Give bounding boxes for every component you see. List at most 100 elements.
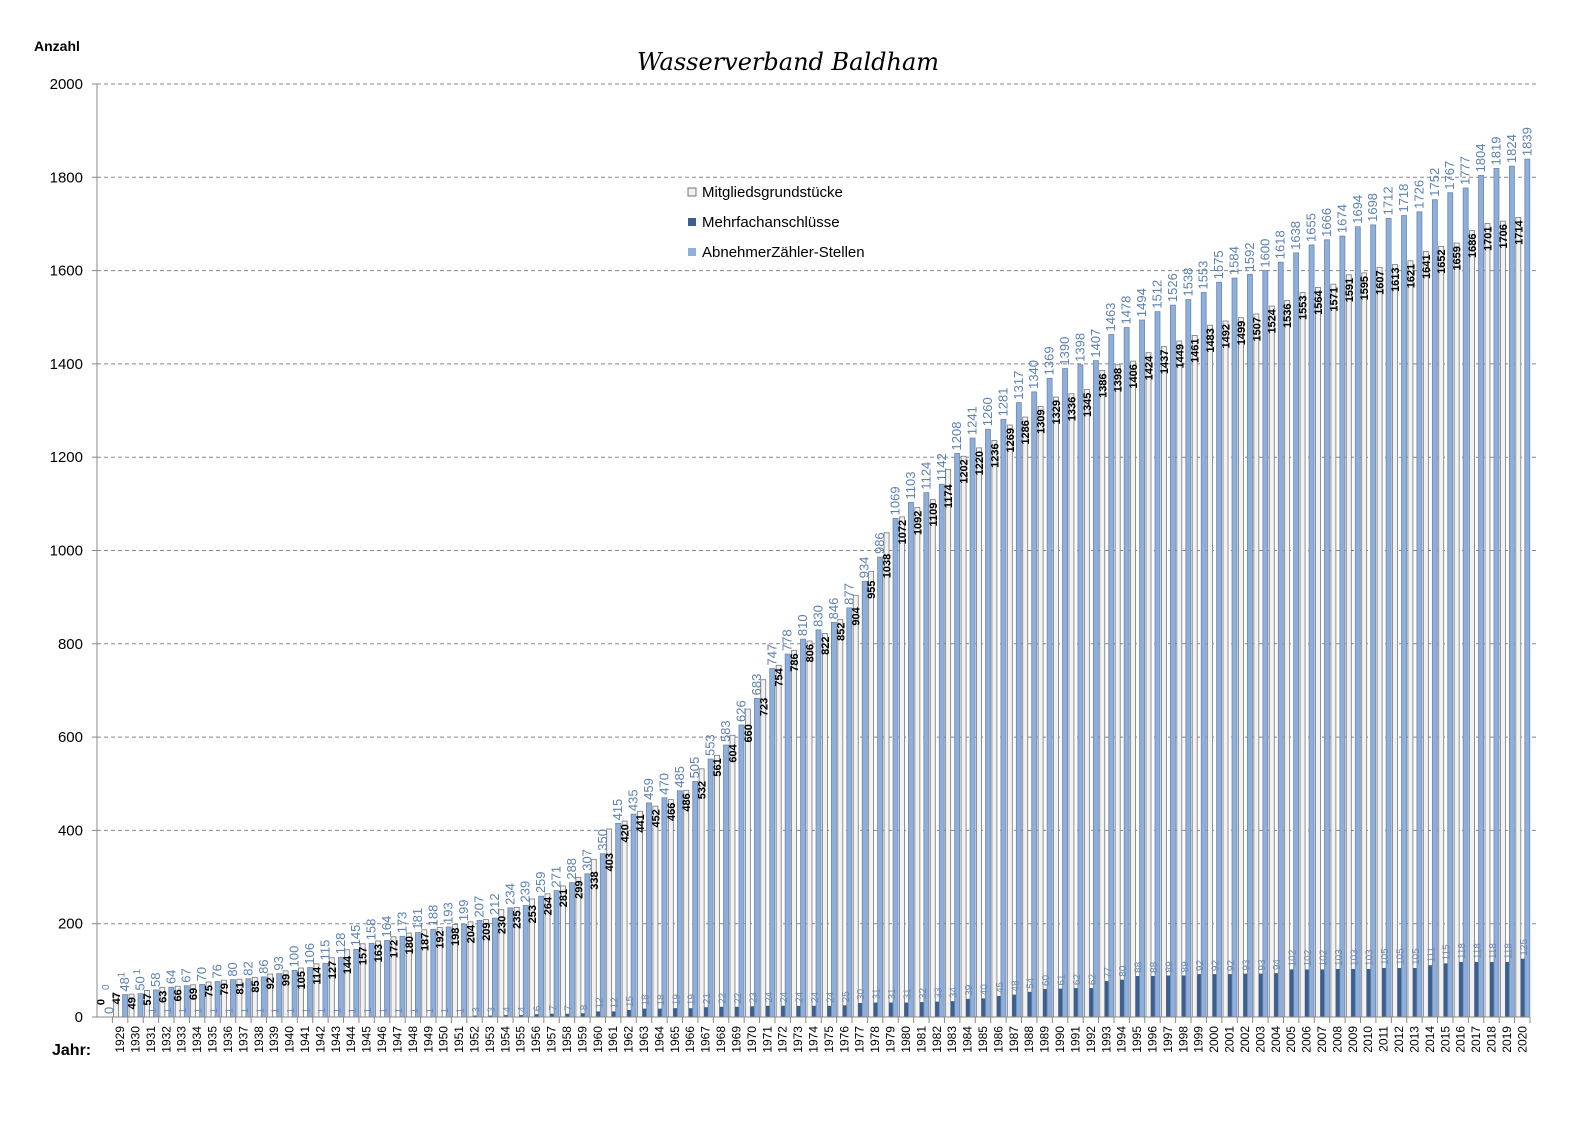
data-label: 934 (857, 557, 872, 579)
bar-mitgliedsgrundstuecke (637, 810, 643, 1018)
bar-mitgliedsgrundstuecke (667, 799, 674, 1018)
bar-mitgliedsgrundstuecke (1315, 286, 1321, 1018)
data-label: 49 (127, 997, 139, 1009)
bar-mitgliedsgrundstuecke (729, 734, 736, 1018)
data-label: 77 (1103, 967, 1114, 979)
data-label: 54 (1026, 977, 1037, 989)
x-tick-label: 1947 (390, 1026, 404, 1053)
data-label: 660 (743, 724, 755, 742)
data-label: 144 (342, 955, 354, 974)
bar-mehrfachanschluesse (1320, 969, 1325, 1017)
data-label: 1641 (1421, 254, 1433, 278)
data-label: 1591 (1344, 278, 1356, 302)
bar-mitgliedsgrundstuecke (1469, 230, 1475, 1018)
data-label: 99 (281, 974, 293, 986)
bar-mitgliedsgrundstuecke (775, 664, 782, 1018)
data-label: 986 (872, 532, 887, 554)
x-tick-label: 2015 (1438, 1026, 1452, 1053)
x-tick-label: 1975 (822, 1026, 836, 1053)
data-label: 299 (573, 881, 585, 899)
data-label: 1 (440, 1008, 451, 1014)
bar-abnehmer-zaehler-stellen (1092, 360, 1099, 1018)
data-label: 93 (271, 956, 286, 970)
x-tick-label: 1936 (221, 1026, 235, 1053)
data-label: 180 (404, 936, 416, 954)
bar-mehrfachanschluesse (1335, 968, 1340, 1017)
bar-mitgliedsgrundstuecke (1376, 266, 1383, 1018)
data-label: 64 (163, 970, 178, 984)
data-label: 1309 (1036, 409, 1048, 433)
x-tick-label: 2002 (1238, 1026, 1252, 1053)
bar-abnehmer-zaehler-stellen (599, 853, 606, 1018)
bar-mehrfachanschluesse (611, 1011, 616, 1017)
x-tick-label: 2003 (1253, 1026, 1267, 1053)
x-tick-label: 2019 (1500, 1026, 1514, 1053)
bar-mehrfachanschluesse (580, 1013, 585, 1017)
bar-mehrfachanschluesse (919, 1002, 924, 1017)
data-label: 18 (641, 994, 652, 1006)
bar-abnehmer-zaehler-stellen (1154, 311, 1161, 1018)
x-tick-label: 2011 (1377, 1026, 1391, 1052)
bar-mehrfachanschluesse (1305, 969, 1310, 1017)
data-label: 1 (363, 1008, 374, 1014)
x-tick-label: 2016 (1454, 1026, 1468, 1053)
bar-mitgliedsgrundstuecke (621, 820, 628, 1018)
data-label: 1824 (1504, 134, 1519, 163)
data-label: 158 (364, 919, 379, 941)
bar-mehrfachanschluesse (1351, 968, 1356, 1017)
data-label: 50 (133, 976, 148, 990)
data-label: 164 (379, 916, 394, 938)
data-label: 1174 (943, 483, 955, 508)
data-label: 172 (388, 940, 400, 958)
y-tick-label: 1000 (50, 543, 83, 560)
bar-mitgliedsgrundstuecke (1207, 324, 1214, 1018)
bar-mehrfachanschluesse (1382, 968, 1387, 1017)
data-label: 207 (472, 896, 487, 918)
x-tick-label: 2006 (1300, 1026, 1314, 1053)
data-label: 1260 (980, 397, 995, 426)
bar-mitgliedsgrundstuecke (1114, 364, 1121, 1018)
bar-mehrfachanschluesse (488, 1015, 493, 1017)
bar-abnehmer-zaehler-stellen (1308, 244, 1315, 1018)
bar-abnehmer-zaehler-stellen (676, 790, 683, 1018)
bar-mitgliedsgrundstuecke (991, 440, 998, 1018)
data-label: 127 (327, 961, 339, 979)
data-label: 1 (425, 1008, 436, 1014)
data-label: 1 (163, 1008, 174, 1014)
bar-mitgliedsgrundstuecke (852, 594, 859, 1018)
bar-mehrfachanschluesse (534, 1014, 539, 1017)
data-label: 1 (117, 972, 128, 978)
data-label: 67 (179, 968, 194, 982)
bar-mehrfachanschluesse (1428, 965, 1433, 1017)
data-label: 1752 (1427, 168, 1442, 197)
bar-abnehmer-zaehler-stellen (769, 668, 776, 1018)
bar-mehrfachanschluesse (1520, 958, 1525, 1017)
bar-abnehmer-zaehler-stellen (861, 580, 868, 1018)
data-label: 561 (712, 758, 724, 776)
bar-mitgliedsgrundstuecke (1238, 317, 1244, 1018)
bar-mehrfachanschluesse (1043, 989, 1048, 1017)
bar-mitgliedsgrundstuecke (1407, 260, 1414, 1018)
bar-abnehmer-zaehler-stellen (1015, 402, 1022, 1018)
x-tick-label: 1940 (283, 1026, 297, 1053)
x-tick-label: 1998 (1176, 1026, 1190, 1053)
bar-mehrfachanschluesse (750, 1006, 755, 1017)
data-label: 103 (1334, 949, 1345, 966)
x-tick-label: 2008 (1330, 1026, 1344, 1053)
data-label: 62 (1087, 974, 1098, 986)
data-label: 79 (219, 983, 231, 995)
data-label: 1767 (1442, 161, 1457, 190)
bar-mehrfachanschluesse (1489, 961, 1494, 1017)
y-tick-label: 0 (75, 1009, 83, 1026)
x-tick-label: 1990 (1053, 1026, 1067, 1053)
bar-abnehmer-zaehler-stellen (1123, 327, 1130, 1018)
bar-abnehmer-zaehler-stellen (1169, 304, 1176, 1018)
bar-mehrfachanschluesse (1289, 969, 1294, 1017)
data-label: 1461 (1190, 338, 1202, 362)
data-label: 115 (1442, 944, 1453, 960)
x-tick-label: 1989 (1038, 1026, 1052, 1053)
data-label: 6 (533, 1005, 544, 1011)
data-label: 1553 (1196, 261, 1211, 290)
x-tick-label: 1946 (375, 1026, 389, 1053)
bar-mehrfachanschluesse (858, 1003, 863, 1017)
